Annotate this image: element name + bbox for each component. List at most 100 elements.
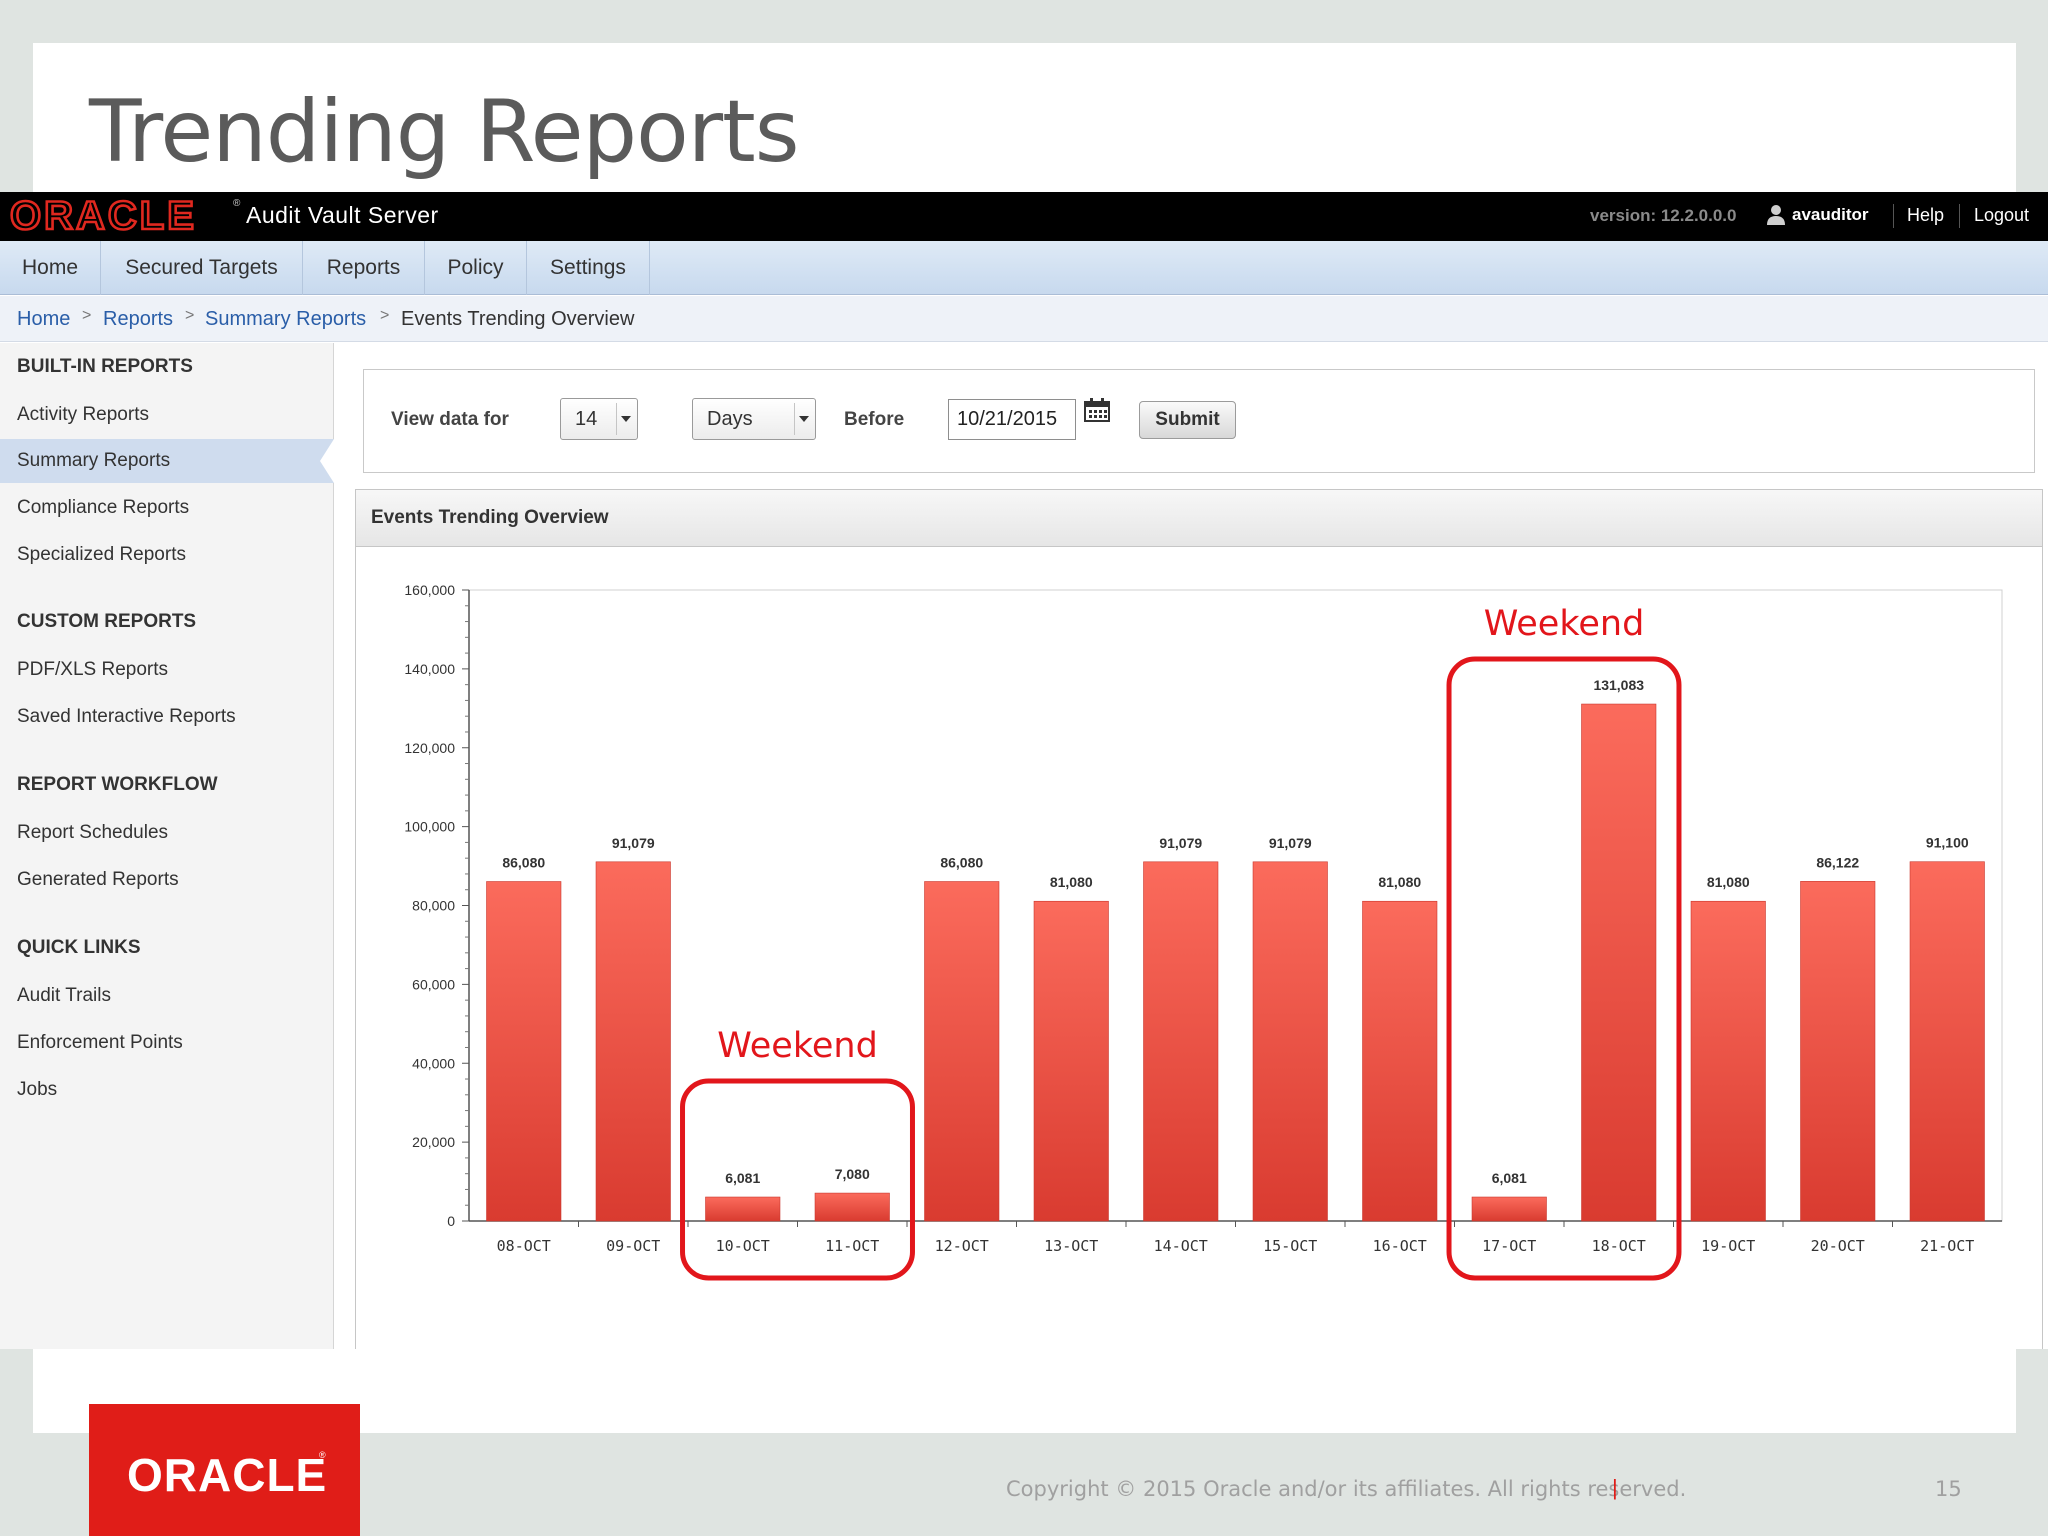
weekend-highlight xyxy=(680,1078,915,1281)
page-number: 15 xyxy=(1935,1477,1962,1501)
count-select-value: 14 xyxy=(575,408,598,430)
tab-secured-targets[interactable]: Secured Targets xyxy=(101,241,303,295)
breadcrumb-separator: > xyxy=(380,307,390,324)
bar-data-label: 81,080 xyxy=(1378,874,1421,890)
count-select[interactable]: 14 xyxy=(560,398,638,440)
bar xyxy=(595,861,671,1222)
breadcrumb-summary-reports[interactable]: Summary Reports xyxy=(205,308,367,330)
x-tick-label: 15-OCT xyxy=(1263,1237,1317,1255)
x-tick-label: 21-OCT xyxy=(1920,1237,1974,1255)
bar-data-label: 81,080 xyxy=(1707,874,1750,890)
x-tick-label: 08-OCT xyxy=(497,1237,551,1255)
audit-vault-window: ORACLE ® Audit Vault Server version: 12.… xyxy=(0,192,2048,1349)
sidebar-heading-custom: CUSTOM REPORTS xyxy=(17,611,197,632)
events-trending-chart: 0 20,000 40,000 60,000 80,000 100,000 120,000 1… xyxy=(404,582,2003,1281)
top-bar: ORACLE ® Audit Vault Server version: 12.… xyxy=(0,192,2048,241)
bar-data-label: 6,081 xyxy=(725,1170,760,1186)
plot-frame xyxy=(468,589,2003,1222)
oracle-footer-logo: ORACLE ® xyxy=(89,1404,360,1536)
bar-data-label: 91,079 xyxy=(612,835,655,851)
unit-select-value: Days xyxy=(707,408,753,430)
sidebar-item-enforcement-points[interactable]: Enforcement Points xyxy=(17,1032,183,1053)
y-tick-label: 0 xyxy=(447,1213,455,1229)
bar-data-label: 91,100 xyxy=(1926,835,1969,851)
bar-data-label: 7,080 xyxy=(835,1166,870,1182)
y-tick-label: 80,000 xyxy=(412,898,455,914)
bar xyxy=(814,1192,890,1222)
x-tick-label: 14-OCT xyxy=(1154,1237,1208,1255)
sidebar-heading-workflow: REPORT WORKFLOW xyxy=(17,774,218,795)
sidebar-item-audit-trails[interactable]: Audit Trails xyxy=(17,985,111,1006)
oracle-logo: ORACLE xyxy=(9,194,197,238)
sidebar-item-compliance-reports[interactable]: Compliance Reports xyxy=(17,497,190,518)
sidebar-item-pdf-xls-reports[interactable]: PDF/XLS Reports xyxy=(17,659,168,680)
bar xyxy=(924,881,1000,1222)
bar xyxy=(1581,703,1657,1222)
submit-button[interactable]: Submit xyxy=(1139,401,1236,439)
bar-data-label: 131,083 xyxy=(1593,677,1644,693)
breadcrumb: Home > Reports > Summary Reports > Event… xyxy=(0,296,2048,342)
view-data-label: View data for xyxy=(391,409,509,430)
calendar-icon[interactable] xyxy=(1083,397,1111,423)
bar xyxy=(1800,881,1876,1222)
tab-settings[interactable]: Settings xyxy=(527,241,650,295)
x-tick-label: 10-OCT xyxy=(716,1237,770,1255)
bar-data-label: 86,080 xyxy=(502,855,545,871)
footer-logo-registered-mark: ® xyxy=(319,1450,326,1460)
x-tick-label: 18-OCT xyxy=(1592,1237,1646,1255)
topbar-separator xyxy=(1893,204,1894,228)
x-tick-label: 13-OCT xyxy=(1044,1237,1098,1255)
bar xyxy=(1362,900,1438,1222)
breadcrumb-home[interactable]: Home xyxy=(17,308,71,330)
sidebar-item-specialized-reports[interactable]: Specialized Reports xyxy=(17,544,186,565)
sidebar: BUILT-IN REPORTS Activity Reports Summar… xyxy=(0,343,334,1349)
x-tick-label: 20-OCT xyxy=(1811,1237,1865,1255)
tab-home[interactable]: Home xyxy=(0,241,101,295)
bar xyxy=(1143,861,1219,1222)
sidebar-selected-arrow xyxy=(320,439,334,483)
user-icon xyxy=(1767,205,1785,225)
tab-reports[interactable]: Reports xyxy=(303,241,425,295)
y-tick-label: 40,000 xyxy=(412,1055,455,1071)
bar xyxy=(1690,900,1766,1222)
x-tick-label: 16-OCT xyxy=(1373,1237,1427,1255)
y-tick-label: 140,000 xyxy=(404,661,455,677)
user-name-link[interactable]: avauditor xyxy=(1792,205,1869,224)
date-input[interactable] xyxy=(948,399,1076,440)
select-divider xyxy=(616,403,617,435)
sidebar-selected-highlight xyxy=(0,439,334,483)
weekend-annotation-label: Weekend xyxy=(717,1026,878,1066)
y-tick-label: 120,000 xyxy=(404,740,455,756)
y-tick-label: 20,000 xyxy=(412,1134,455,1150)
bar-data-label: 91,079 xyxy=(1159,835,1202,851)
chart-panel: Events Trending Overview 0 20,000 40,000 60… xyxy=(355,489,2043,1349)
logo-registered-mark: ® xyxy=(233,198,241,209)
unit-select[interactable]: Days xyxy=(692,398,816,440)
bar-data-label: 86,080 xyxy=(940,855,983,871)
bar xyxy=(705,1196,781,1222)
y-tick-label: 60,000 xyxy=(412,976,455,992)
sidebar-item-generated-reports[interactable]: Generated Reports xyxy=(17,869,179,890)
sidebar-item-activity-reports[interactable]: Activity Reports xyxy=(17,404,149,425)
bar-data-label: 81,080 xyxy=(1050,874,1093,890)
chart-panel-header: Events Trending Overview xyxy=(356,490,2042,547)
tab-policy[interactable]: Policy xyxy=(425,241,527,295)
bar xyxy=(1471,1196,1547,1222)
breadcrumb-reports[interactable]: Reports xyxy=(103,308,174,330)
sidebar-item-report-schedules[interactable]: Report Schedules xyxy=(17,822,169,843)
bar xyxy=(486,881,562,1222)
x-tick-label: 17-OCT xyxy=(1482,1237,1536,1255)
sidebar-item-saved-interactive-reports[interactable]: Saved Interactive Reports xyxy=(17,706,236,727)
sidebar-item-jobs[interactable]: Jobs xyxy=(17,1079,58,1100)
bar-data-label: 91,079 xyxy=(1269,835,1312,851)
breadcrumb-separator: > xyxy=(185,307,195,324)
sidebar-item-summary-reports[interactable]: Summary Reports xyxy=(17,450,171,471)
logout-link[interactable]: Logout xyxy=(1974,205,2030,225)
select-divider xyxy=(794,403,795,435)
weekend-annotation-label: Weekend xyxy=(1484,604,1645,644)
copyright-text: Copyright © 2015 Oracle and/or its affil… xyxy=(1006,1477,1687,1501)
copyright-separator: | xyxy=(1612,1475,1618,1500)
help-link[interactable]: Help xyxy=(1907,205,1945,225)
y-tick-label: 100,000 xyxy=(404,819,455,835)
x-tick-label: 19-OCT xyxy=(1701,1237,1755,1255)
